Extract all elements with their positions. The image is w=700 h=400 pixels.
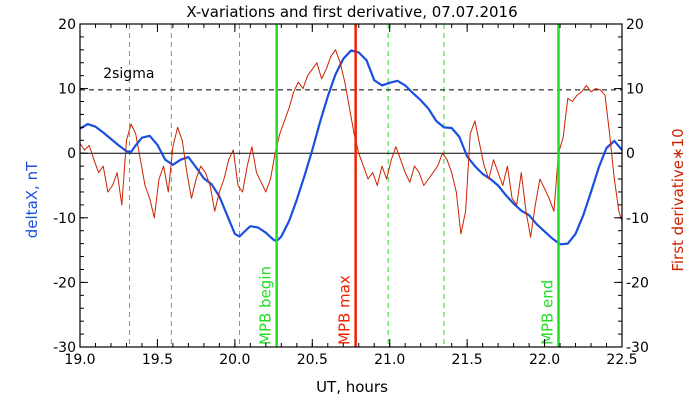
mpb-markers: MPB begin MPB max MPB end: [257, 24, 560, 347]
plot-border: [79, 23, 623, 348]
mpb-marker-label: MPB begin: [257, 266, 275, 345]
y-tick-label-left: -20: [53, 275, 76, 291]
x-tick-label: 19.0: [64, 352, 95, 368]
x-tick-label: 22.5: [606, 352, 637, 368]
y-tick-label-left: 20: [58, 17, 76, 33]
y-tick-label-right: -30: [626, 340, 649, 356]
y-axis-label-right: First derivative∗10: [669, 128, 687, 271]
mpb-marker-label: MPB end: [539, 280, 557, 345]
x-tick-label: 21.0: [374, 352, 405, 368]
plot-frame: [79, 23, 623, 348]
y-tick-label-left: 0: [67, 146, 76, 162]
series-lines: [79, 49, 623, 246]
x-axis-label: UT, hours: [316, 378, 388, 396]
axis-ticks: 19.0 19.5 20.0 20.5 21.0 21.5 22.0 22.5 20 20 10 10…: [53, 17, 649, 368]
x-tick-label: 22.0: [529, 352, 560, 368]
mpb-marker-label: MPB max: [336, 275, 354, 345]
y-tick-label-right: 0: [626, 146, 635, 162]
y-tick-label-left: 10: [58, 82, 76, 98]
x-tick-label: 19.5: [142, 352, 173, 368]
derivative-line: [79, 49, 623, 238]
y-tick-label-right: 10: [626, 82, 644, 98]
sigma-label: 2sigma: [103, 66, 154, 82]
reference-lines: 2sigma: [80, 24, 622, 347]
y-tick-label-right: -10: [626, 211, 649, 227]
y-axis-label-left: deltaX, nT: [23, 161, 41, 238]
deltax-line: [79, 49, 623, 246]
x-tick-label: 21.5: [452, 352, 483, 368]
x-tick-label: 20.5: [297, 352, 328, 368]
x-tick-label: 20.0: [219, 352, 250, 368]
chart-title: X-variations and first derivative, 07.07…: [186, 3, 517, 21]
y-tick-label-left: -10: [53, 211, 76, 227]
y-tick-label-right: -20: [626, 275, 649, 291]
y-tick-label-left: -30: [53, 340, 76, 356]
y-tick-label-right: 20: [626, 17, 644, 33]
